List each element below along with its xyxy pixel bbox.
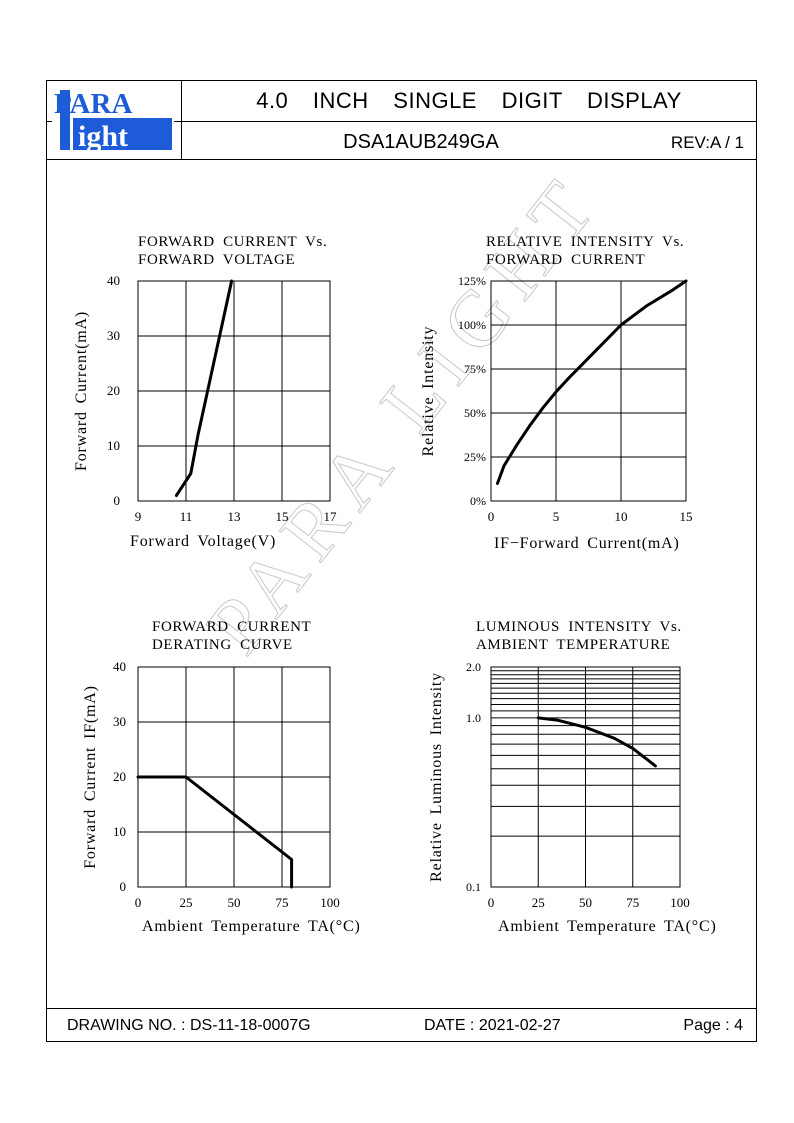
chart-3-series-line (136, 775, 294, 889)
chart-1-x-tick-label: 11 (180, 509, 193, 524)
logo-l-bar (60, 90, 70, 150)
company-logo: PARA ight (52, 86, 174, 152)
chart-1-x-tick-label: 15 (276, 509, 289, 524)
chart-3-title: FORWARD CURRENT (152, 619, 311, 635)
chart-3-y-tick-label: 0 (120, 879, 127, 894)
chart-1-plot-border (137, 280, 331, 502)
chart-2-x-tick-label: 5 (553, 509, 560, 524)
part-number: DSA1AUB249GA (343, 131, 499, 153)
chart-3-y-tick-label: 40 (113, 659, 126, 674)
chart-1-x-tick-label: 13 (228, 509, 241, 524)
chart-1-title: FORWARD VOLTAGE (138, 252, 295, 268)
chart-4-title: AMBIENT TEMPERATURE (476, 637, 670, 653)
chart-3-y-tick-label: 20 (113, 769, 126, 784)
chart-2-y-tick-label: 0% (470, 494, 486, 508)
chart-4-x-tick-label: 75 (626, 895, 639, 910)
chart-4-x-tick-label: 50 (579, 895, 592, 910)
chart-2-y-axis-label: Relative Intensity (420, 326, 437, 457)
header-divider (46, 121, 757, 122)
drawing-number: DRAWING NO. : DS-11-18-0007G (67, 1017, 311, 1034)
date-label: DATE : 2021-02-27 (424, 1017, 561, 1034)
header-bottom-rule (46, 159, 757, 160)
chart-2-title: RELATIVE INTENSITY Vs. (486, 234, 684, 250)
chart-3-y-tick-label: 10 (113, 824, 126, 839)
logo-band (73, 118, 172, 150)
chart-2-x-tick-label: 0 (488, 509, 495, 524)
chart-3-x-tick-label: 75 (276, 895, 289, 910)
chart-2-y-tick-label: 100% (458, 318, 486, 332)
chart-4-y-tick-label: 1.0 (466, 711, 481, 725)
chart-3-x-tick-label: 25 (180, 895, 193, 910)
chart-1-y-tick-label: 0 (114, 493, 121, 508)
chart-4-x-tick-label: 25 (532, 895, 545, 910)
chart-2-y-tick-label: 50% (464, 406, 486, 420)
logo-divider (181, 80, 182, 160)
chart-1-y-axis-label: Forward Current(mA) (73, 311, 90, 471)
chart-4-y-axis-label: Relative Luminous Intensity (428, 672, 445, 882)
chart-1-x-axis-label: Forward Voltage(V) (130, 533, 276, 550)
chart-4-x-tick-label: 0 (488, 895, 495, 910)
page-frame (46, 80, 757, 1042)
chart-1-series-line (174, 279, 234, 497)
chart-1-title: FORWARD CURRENT Vs. (138, 234, 327, 250)
chart-3-x-tick-label: 0 (135, 895, 142, 910)
chart-4-series-line (536, 716, 657, 768)
chart-3-y-tick-label: 30 (113, 714, 126, 729)
chart-3-x-tick-label: 100 (320, 895, 340, 910)
chart-4-x-axis-label: Ambient Temperature TA(°C) (498, 918, 717, 935)
page-number: Page : 4 (683, 1017, 743, 1034)
chart-2-y-tick-label: 125% (458, 274, 486, 288)
chart-3-x-tick-label: 50 (228, 895, 241, 910)
chart-4-title: LUMINOUS INTENSITY Vs. (476, 619, 682, 635)
chart-2-series-line (496, 279, 688, 485)
chart-4-y-tick-label: 2.0 (466, 660, 481, 674)
chart-1-x-tick-label: 9 (135, 509, 142, 524)
chart-3-y-axis-label: Forward Current IF(mA) (82, 685, 99, 869)
chart-2-y-tick-label: 75% (464, 362, 486, 376)
chart-2-y-tick-label: 25% (464, 450, 486, 464)
chart-3-title: DERATING CURVE (152, 637, 293, 653)
chart-4-plot-border (490, 666, 681, 888)
chart-1-y-tick-label: 40 (107, 273, 120, 288)
chart-3-x-axis-label: Ambient Temperature TA(°C) (142, 918, 361, 935)
chart-1-y-tick-label: 10 (107, 438, 120, 453)
chart-2-title: FORWARD CURRENT (486, 252, 645, 268)
chart-4-y-tick-label: 0.1 (466, 880, 481, 894)
footer-rule (46, 1008, 757, 1009)
chart-1-x-tick-label: 17 (324, 509, 338, 524)
chart-2-x-tick-label: 15 (680, 509, 693, 524)
chart-2-x-tick-label: 10 (615, 509, 628, 524)
chart-1-y-tick-label: 20 (107, 383, 120, 398)
chart-2-x-axis-label: IF−Forward Current(mA) (494, 535, 680, 552)
page-title: 4.0 INCH SINGLE DIGIT DISPLAY (256, 88, 682, 113)
chart-4-x-tick-label: 100 (670, 895, 690, 910)
revision-label: REV:A / 1 (670, 133, 744, 152)
chart-1-y-tick-label: 30 (107, 328, 120, 343)
logo-ight: ight (78, 120, 128, 152)
chart-2-plot-border (490, 280, 687, 502)
